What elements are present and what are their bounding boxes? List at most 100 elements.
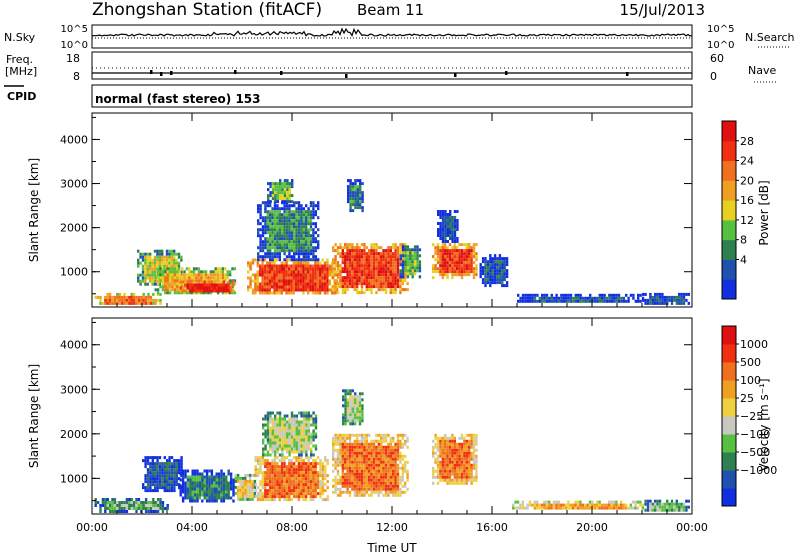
scatter-cell-1-5 [274, 414, 277, 418]
scatter-cell-0-9 [418, 266, 422, 270]
scatter-cell-1-6 [344, 457, 347, 461]
scatter-cell-0-9 [413, 254, 417, 258]
scatter-cell-0-7 [348, 258, 352, 262]
scatter-cell-0-7 [382, 282, 385, 286]
scatter-cell-1-5 [305, 447, 308, 451]
scatter-cell-0-9 [406, 263, 410, 267]
scatter-cell-0-7 [372, 276, 376, 280]
scatter-cell-0-5 [285, 240, 289, 244]
scatter-cell-0-7 [339, 246, 342, 250]
scatter-cell-0-10 [448, 261, 452, 265]
scatter-cell-0-10 [432, 255, 435, 259]
scatter-cell-0-9 [411, 272, 414, 276]
scatter-cell-1-1 [161, 474, 164, 478]
scatter-cell-0-14 [654, 298, 657, 302]
scatter-cell-0-7 [344, 288, 347, 292]
scatter-cell-1-0 [142, 501, 145, 504]
scatter-cell-0-1 [137, 273, 140, 277]
scatter-cell-0-10 [432, 270, 435, 274]
scatter-cell-0-7 [339, 276, 342, 280]
scatter-cell-1-6 [356, 433, 359, 437]
scatter-cell-1-8 [468, 442, 471, 446]
scatter-cell-0-13 [555, 299, 558, 303]
scatter-cell-0-1 [156, 255, 159, 259]
scatter-cell-1-6 [358, 451, 361, 455]
scatter-cell-1-6 [360, 436, 364, 440]
scatter-cell-1-8 [463, 463, 466, 467]
scatter-cell-1-8 [460, 442, 464, 446]
scatter-cell-1-2 [205, 478, 209, 482]
scatter-cell-0-8 [361, 191, 364, 195]
scatter-cell-1-6 [334, 478, 337, 482]
scatter-cell-1-6 [382, 457, 385, 461]
scatter-cell-1-8 [458, 442, 461, 446]
scatter-cell-1-2 [203, 490, 206, 494]
scatter-cell-0-13 [620, 296, 623, 300]
scatter-cell-1-1 [146, 480, 150, 484]
scatter-cell-1-1 [178, 462, 181, 466]
scatter-cell-0-14 [663, 298, 666, 302]
scatter-cell-1-8 [468, 460, 471, 464]
scatter-cell-0-2 [209, 270, 213, 274]
scatter-cell-0-5 [273, 204, 277, 208]
scatter-cell-0-7 [377, 282, 380, 286]
scatter-cell-0-10 [456, 261, 459, 265]
scatter-cell-1-6 [380, 442, 383, 446]
scatter-cell-0-10 [472, 270, 476, 274]
scatter-cell-1-8 [446, 472, 449, 476]
scatter-cell-0-4 [316, 282, 319, 286]
scatter-cell-1-6 [394, 448, 397, 452]
scatter-cell-0-7 [380, 276, 383, 280]
scatter-cell-0-3 [203, 289, 206, 293]
scatter-cell-0-8 [349, 179, 352, 183]
scatter-cell-1-6 [372, 487, 376, 491]
scatter-cell-0-4 [304, 273, 307, 277]
scatter-cell-0-12 [479, 272, 482, 276]
scatter-cell-1-8 [468, 454, 471, 458]
scatter-cell-0-1 [165, 249, 169, 253]
scatter-cell-1-4 [295, 492, 298, 496]
scatter-cell-1-5 [295, 423, 298, 427]
scatter-cell-0-5 [297, 225, 301, 229]
scatter-cell-1-6 [363, 478, 366, 482]
scatter-cell-1-4 [295, 486, 298, 490]
scatter-cell-1-5 [278, 420, 282, 424]
scatter-cell-0-5 [312, 213, 315, 217]
scatter-cell-0-13 [586, 296, 589, 300]
scatter-cell-0-13 [627, 296, 630, 300]
scatter-cell-1-1 [173, 462, 176, 466]
scatter-cell-1-1 [154, 480, 157, 484]
scatter-cell-1-4 [283, 471, 286, 475]
scatter-cell-0-4 [319, 264, 322, 268]
scatter-cell-1-6 [389, 448, 392, 452]
scatter-cell-0-7 [363, 249, 366, 253]
scatter-cell-1-8 [472, 466, 476, 470]
scatter-cell-1-6 [380, 436, 383, 440]
scatter-cell-1-5 [300, 423, 303, 427]
scatter-cell-1-4 [307, 480, 310, 484]
scatter-cell-0-4 [285, 291, 288, 295]
scatter-cell-1-6 [353, 445, 356, 449]
scatter-cell-0-2 [176, 279, 179, 283]
scatter-cell-1-6 [375, 457, 378, 461]
scatter-cell-1-6 [370, 439, 373, 443]
scatter-cell-0-13 [574, 296, 577, 300]
scatter-cell-0-1 [153, 249, 157, 253]
scatter-cell-1-5 [305, 417, 308, 421]
scatter-cell-0-13 [589, 299, 592, 303]
scatter-cell-1-7 [346, 419, 350, 423]
scatter-cell-0-13 [524, 293, 527, 297]
scatter-cell-1-4 [285, 474, 289, 478]
scatter-cell-0-5 [312, 237, 315, 241]
scatter-cell-0-11 [444, 237, 447, 240]
scatter-cell-0-5 [266, 252, 269, 256]
scatter-cell-1-8 [456, 466, 459, 470]
scatter-cell-1-5 [286, 441, 289, 445]
scatter-cell-0-3 [201, 283, 204, 287]
scatter-cell-0-7 [351, 264, 354, 268]
scatter-cell-1-7 [351, 398, 354, 402]
scatter-cell-1-8 [458, 436, 461, 440]
scatter-cell-0-5 [305, 210, 308, 214]
scatter-cell-0-7 [353, 276, 356, 280]
scatter-cell-0-9 [416, 263, 419, 267]
